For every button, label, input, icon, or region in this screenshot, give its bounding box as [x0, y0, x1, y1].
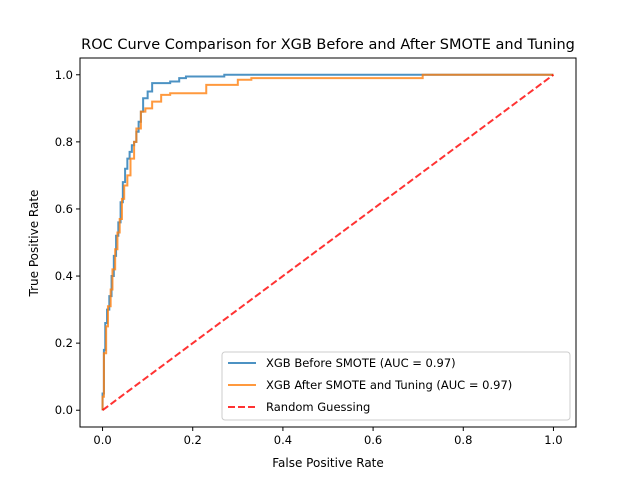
- y-tick-label: 0.6: [55, 202, 73, 216]
- y-tick-label: 0.4: [55, 269, 73, 283]
- y-axis-label: True Positive Rate: [27, 190, 41, 298]
- y-tick-label: 1.0: [55, 68, 73, 82]
- chart-title: ROC Curve Comparison for XGB Before and …: [81, 37, 575, 53]
- y-axis-ticks: 0.0 0.2 0.4 0.6 0.8 1.0: [55, 68, 80, 417]
- y-tick-label: 0.2: [55, 336, 73, 350]
- series-line-1: [101, 73, 554, 411]
- series-line-2: [101, 73, 555, 412]
- x-tick-label: 0.2: [184, 433, 202, 447]
- legend-box: [221, 351, 571, 421]
- series-layer: [101, 73, 555, 412]
- legend: XGB Before SMOTE (AUC = 0.97) XGB After …: [221, 351, 571, 421]
- y-tick-label: 0.0: [55, 403, 73, 417]
- x-axis-label: False Positive Rate: [272, 456, 384, 470]
- x-tick-label: 1.0: [544, 433, 562, 447]
- legend-label-after-smote: XGB After SMOTE and Tuning (AUC = 0.97): [266, 378, 512, 392]
- x-tick-label: 0.4: [274, 433, 292, 447]
- plot-area: [79, 57, 577, 428]
- x-tick-label: 0.0: [93, 433, 111, 447]
- x-axis-ticks: 0.0 0.2 0.4 0.6 0.8 1.0: [93, 427, 563, 447]
- x-tick-label: 0.6: [364, 433, 382, 447]
- legend-label-random: Random Guessing: [266, 400, 370, 414]
- y-tick-label: 0.8: [55, 135, 73, 149]
- series-line-0: [101, 73, 554, 411]
- legend-label-before-smote: XGB Before SMOTE (AUC = 0.97): [266, 356, 456, 370]
- x-tick-label: 0.8: [454, 433, 472, 447]
